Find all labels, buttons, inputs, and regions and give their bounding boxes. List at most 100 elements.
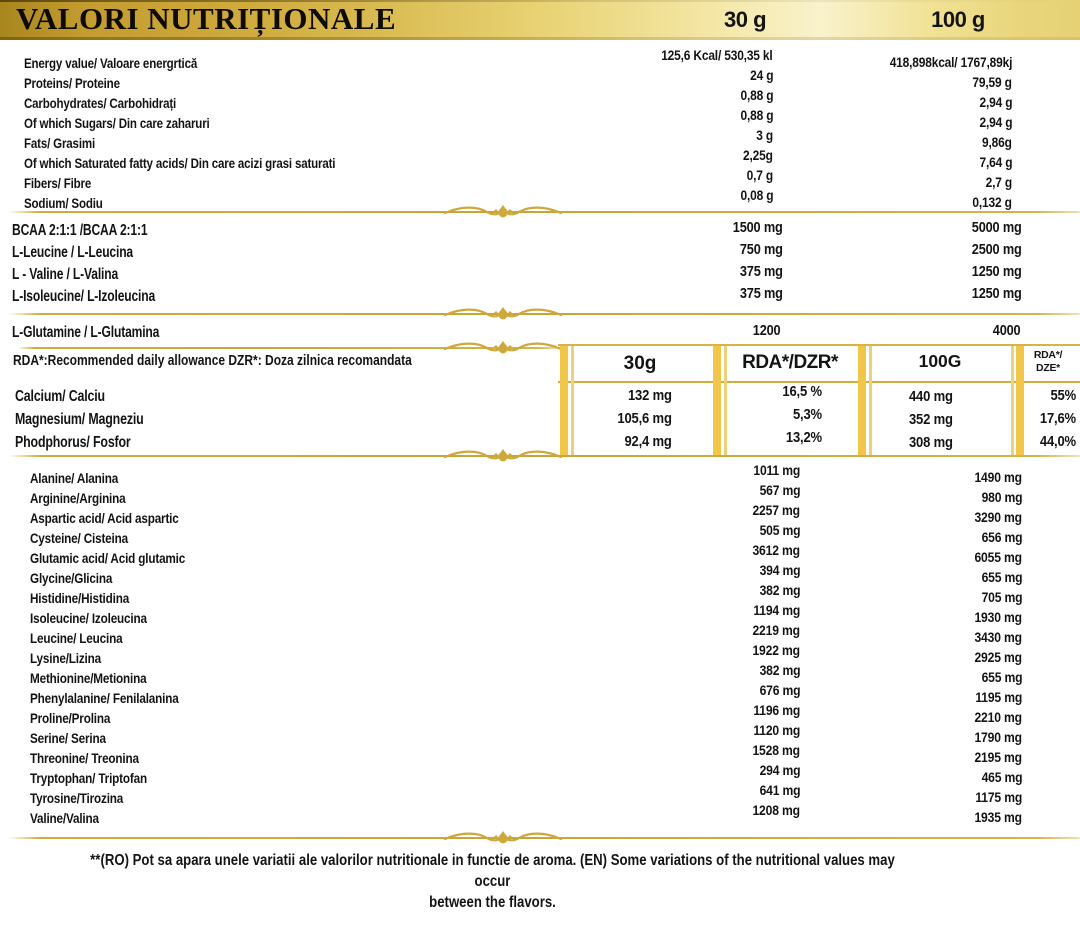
nutrient-label: Alanine/ Alanina xyxy=(30,471,119,486)
nutrient-label: Threonine/ Treonina xyxy=(30,751,139,766)
value-100g: 705 mg xyxy=(981,590,1022,605)
value-rda-30g: 16,5 % xyxy=(782,384,823,400)
value-100g: 6055 mg xyxy=(974,550,1023,565)
value-30g: 1200 xyxy=(752,323,780,339)
value-30g: 0,88 g xyxy=(740,108,773,123)
value-30g: 3612 mg xyxy=(752,543,801,558)
nutrient-label: Phenylalanine/ Fenilalanina xyxy=(30,691,179,706)
flourish-ornament-icon xyxy=(443,831,563,844)
nutrient-label: L-Leucine / L-Leucina xyxy=(12,244,133,261)
value-100g: 2500 mg xyxy=(972,242,1022,258)
page-title: VALORI NUTRIȚIONALE xyxy=(16,1,397,36)
column-header-30g: 30 g xyxy=(723,7,767,32)
value-30g: 0,08 g xyxy=(740,188,773,203)
value-100g: 656 mg xyxy=(981,530,1022,545)
value-30g: 394 mg xyxy=(759,563,800,578)
footer-line-2: between the flavors. xyxy=(429,894,556,911)
value-100g: 1250 mg xyxy=(972,286,1022,302)
nutrient-label: Calcium/ Calciu xyxy=(15,388,105,405)
minerals-header-30g: 30g xyxy=(623,353,657,374)
value-100g: 2195 mg xyxy=(974,750,1023,765)
value-rda-30g: 13,2% xyxy=(785,430,822,446)
value-100g: 2,7 g xyxy=(985,175,1013,190)
amino-acids-section: Alanine/ Alanina 1011 mg 1490 mg Arginin… xyxy=(0,463,1080,828)
value-30g: 2257 mg xyxy=(752,503,801,518)
table-row: Tryptophan/ Triptofan 294 mg 465 mg xyxy=(0,763,1080,788)
table-row: Serine/ Serina 1120 mg 1790 mg xyxy=(0,723,1080,748)
nutrient-label: Cysteine/ Cisteina xyxy=(30,531,128,546)
value-30g: 132 mg xyxy=(628,388,672,404)
value-30g: 382 mg xyxy=(759,663,800,678)
value-30g: 1196 mg xyxy=(753,703,800,718)
value-30g: 105,6 mg xyxy=(617,411,673,427)
nutrient-label: Tryptophan/ Triptofan xyxy=(30,771,147,786)
value-100g: 1790 mg xyxy=(974,730,1023,745)
value-100g: 655 mg xyxy=(981,670,1022,685)
bcaa-section: BCAA 2:1:1 /BCAA 2:1:1 1500 mg 5000 mg L… xyxy=(0,218,1080,306)
value-100g: 7,64 g xyxy=(979,155,1012,170)
nutrient-label: Proline/Prolina xyxy=(30,711,111,726)
nutrient-label: L - Valine / L-Valina xyxy=(12,266,119,283)
value-30g: 375 mg xyxy=(740,286,783,302)
value-rda-100g: 55% xyxy=(1050,388,1076,404)
value-rda-100g: 17,6% xyxy=(1039,411,1076,427)
value-30g: 0,7 g xyxy=(746,168,774,183)
value-30g: 1011 mg xyxy=(753,463,800,478)
value-30g: 1194 mg xyxy=(753,603,800,618)
table-row: Of which Sugars/ Din care zaharuri 0,88 … xyxy=(0,108,1080,133)
nutrient-label: Tyrosine/Tirozina xyxy=(30,791,124,806)
table-row: Fibers/ Fibre 0,7 g 2,7 g xyxy=(0,168,1080,193)
minerals-table-frame: 30g RDA*/DZR* 100G RDA*/DZE* xyxy=(558,344,1080,458)
nutrient-label: Sodium/ Sodiu xyxy=(24,196,103,211)
table-row: Leucine/ Leucina 2219 mg 3430 mg xyxy=(0,623,1080,648)
flourish-ornament-icon xyxy=(443,449,563,462)
value-100g: 1175 mg xyxy=(975,790,1022,805)
header-banner: VALORI NUTRIȚIONALE 30 g 100 g xyxy=(0,0,1080,40)
nutrient-label: Proteins/ Proteine xyxy=(24,76,120,91)
value-30g: 750 mg xyxy=(740,242,783,258)
nutrient-label: Of which Sugars/ Din care zaharuri xyxy=(24,116,210,131)
minerals-section: Calcium/ Calciu 132 mg 16,5 % 440 mg 55%… xyxy=(0,384,1080,454)
flourish-ornament-icon xyxy=(443,341,563,354)
value-100g: 1250 mg xyxy=(972,264,1022,280)
table-row: Phodphorus/ Fosfor 92,4 mg 13,2% 308 mg … xyxy=(0,430,1080,454)
value-100g: 2,94 g xyxy=(979,115,1012,130)
table-row: Lysine/Lizina 1922 mg 2925 mg xyxy=(0,643,1080,668)
nutrient-label: Glycine/Glicina xyxy=(30,571,113,586)
footer-line-1: **(RO) Pot sa apara unele variatii ale v… xyxy=(90,852,895,890)
section-divider xyxy=(0,448,1080,464)
value-100g: 1930 mg xyxy=(974,610,1023,625)
nutrient-label: Histidine/Histidina xyxy=(30,591,130,606)
nutrient-label: Fibers/ Fibre xyxy=(24,176,92,191)
value-100g: 2210 mg xyxy=(974,710,1023,725)
table-column-bar xyxy=(858,346,872,457)
table-row: Cysteine/ Cisteina 505 mg 656 mg xyxy=(0,523,1080,548)
table-row: Sodium/ Sodiu 0,08 g 0,132 g xyxy=(0,188,1080,213)
value-30g: 24 g xyxy=(749,68,773,83)
value-100g: 5000 mg xyxy=(972,220,1022,236)
value-100g: 3290 mg xyxy=(974,510,1023,525)
value-100g: 2,94 g xyxy=(979,95,1012,110)
table-row: L-Isoleucine/ L-Izoleucina 375 mg 1250 m… xyxy=(0,284,1080,306)
table-column-bar xyxy=(560,346,574,457)
nutrient-label: L-Glutamine / L-Glutamina xyxy=(12,324,160,341)
value-30g: 2219 mg xyxy=(752,623,801,638)
table-row: Threonine/ Treonina 1528 mg 2195 mg xyxy=(0,743,1080,768)
value-30g: 375 mg xyxy=(740,264,783,280)
value-30g: 2,25g xyxy=(743,148,773,163)
section-divider xyxy=(0,340,1080,356)
nutrient-label: Lysine/Lizina xyxy=(30,651,102,666)
nutrient-label: Arginine/Arginina xyxy=(30,491,126,506)
value-100g: 1490 mg xyxy=(974,470,1023,485)
table-row: Aspartic acid/ Acid aspartic 2257 mg 329… xyxy=(0,503,1080,528)
value-100g: 4000 xyxy=(992,323,1020,339)
value-100g: 440 mg xyxy=(909,389,953,405)
rda-note: RDA*:Recommended daily allowance DZR*: D… xyxy=(13,352,412,369)
minerals-header-100g: 100G xyxy=(918,351,962,371)
value-30g: 1120 mg xyxy=(753,723,800,738)
table-row: Proteins/ Proteine 24 g 79,59 g xyxy=(0,68,1080,93)
nutrient-label: Of which Saturated fatty acids/ Din care… xyxy=(24,156,336,171)
nutrient-label: Leucine/ Leucina xyxy=(30,631,123,646)
table-row: Of which Saturated fatty acids/ Din care… xyxy=(0,148,1080,173)
table-border-top xyxy=(558,344,1080,346)
